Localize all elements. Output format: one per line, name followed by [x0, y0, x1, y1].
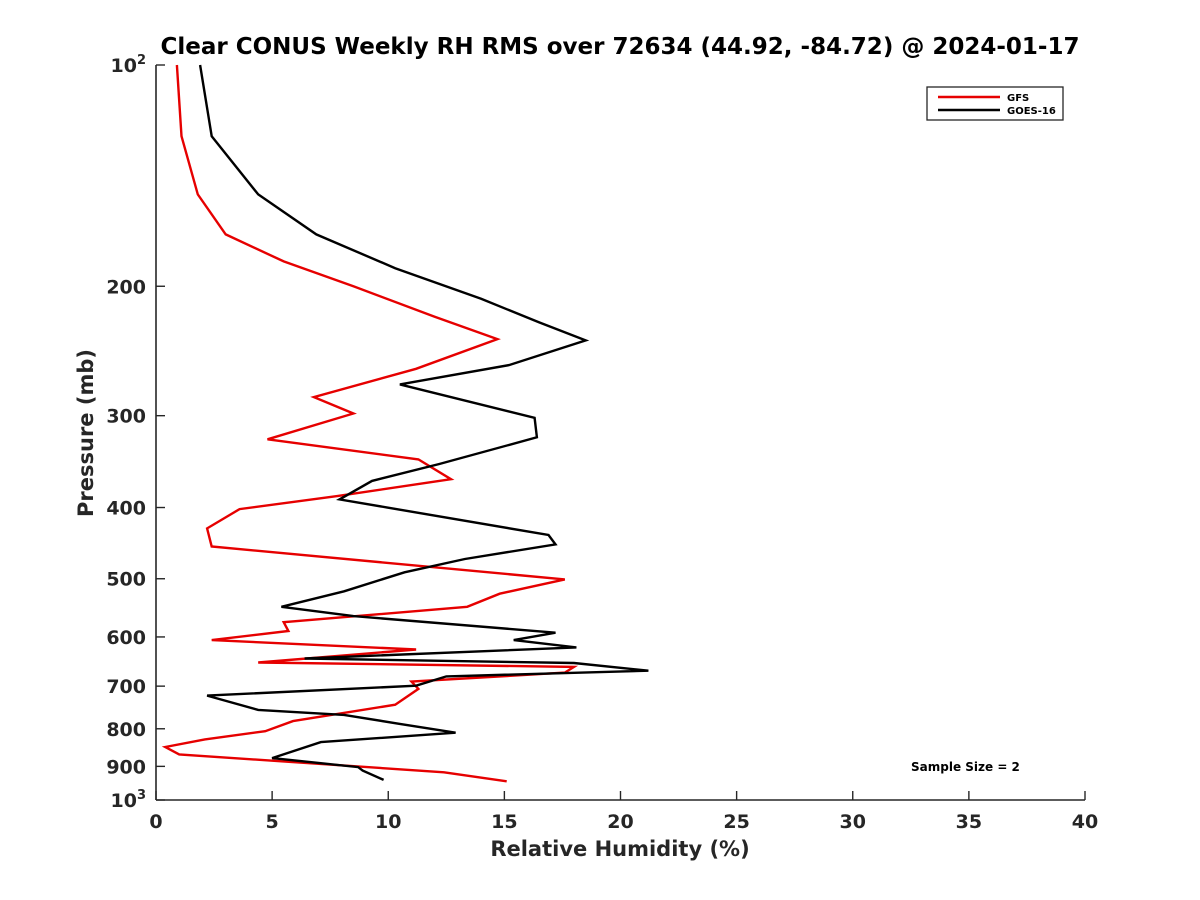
x-tick-label: 20	[607, 811, 633, 833]
x-tick-label: 40	[1072, 811, 1098, 833]
chart-title: Clear CONUS Weekly RH RMS over 72634 (44…	[161, 34, 1080, 60]
y-tick-label: 400	[106, 498, 146, 520]
plot-area	[155, 64, 1085, 801]
y-tick-label: 800	[106, 719, 146, 741]
legend: GFS GOES-16	[926, 86, 1064, 121]
y-tick-label: 600	[106, 627, 146, 649]
y-tick-label: 700	[106, 676, 146, 698]
legend-label-gfs: GFS	[1007, 93, 1029, 104]
y-tick-label: 300	[106, 406, 146, 428]
x-tick-label: 30	[840, 811, 866, 833]
x-axis-label: Relative Humidity (%)	[490, 837, 749, 861]
x-tick-label: 0	[149, 811, 162, 833]
y-tick-label: 103	[111, 788, 147, 812]
y-tick-label: 500	[106, 569, 146, 591]
x-tick-label: 5	[266, 811, 279, 833]
sample-size-annotation: Sample Size = 2	[911, 760, 1020, 774]
x-tick-label: 10	[375, 811, 401, 833]
series-line-goes16	[198, 64, 649, 781]
legend-box	[926, 86, 1064, 121]
series-line-gfs	[161, 64, 579, 783]
series-group	[161, 64, 649, 783]
x-tick-label: 15	[491, 811, 517, 833]
y-axis-ticks: 102 200 300 400 500 600 700 800 900 103	[106, 53, 165, 812]
x-tick-label: 25	[723, 811, 749, 833]
x-tick-label: 35	[956, 811, 982, 833]
y-tick-label: 200	[106, 276, 146, 298]
legend-label-goes16: GOES-16	[1007, 106, 1056, 117]
y-tick-label: 900	[106, 756, 146, 778]
x-axis-ticks: 0 5 10 15 20 25 30 35 40	[149, 791, 1098, 833]
y-axis-label: Pressure (mb)	[74, 349, 98, 517]
y-tick-label: 102	[111, 53, 147, 77]
